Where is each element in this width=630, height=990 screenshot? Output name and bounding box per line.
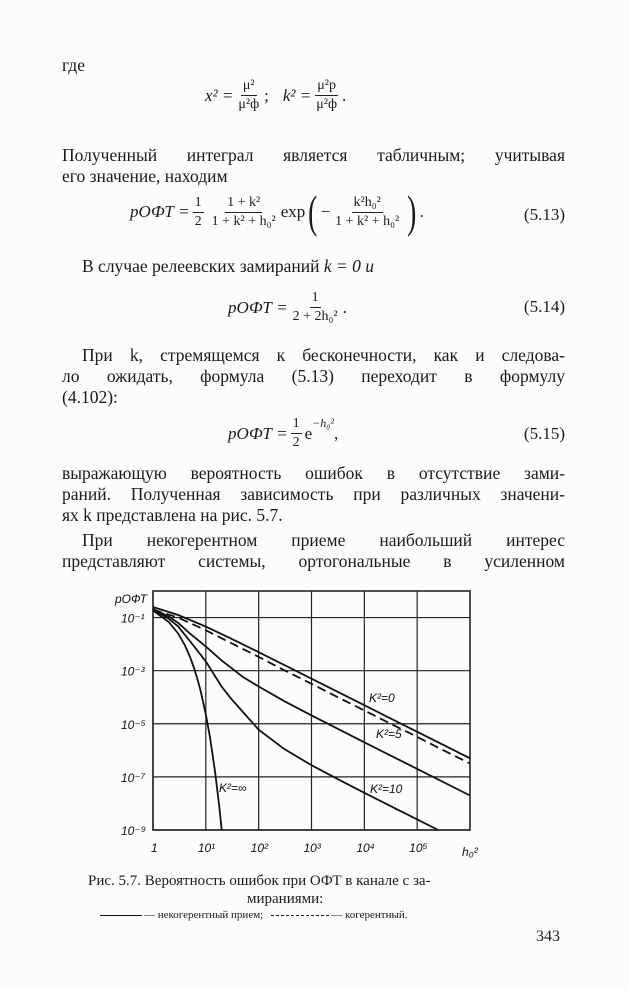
fraction: k²h₀² 1 + k² + h₀² [333,195,401,230]
x-tick-label: 10¹ [198,841,215,855]
curve-label: K²=10 [370,782,403,796]
paren: ( [308,186,318,237]
denominator: 2 [194,213,202,229]
x-tick-label: 10³ [304,841,322,855]
y-tick-label: 10⁻¹ [121,612,145,626]
exp: exp [280,202,306,221]
paragraph-line: (4.102): [62,387,118,407]
legend-solid-swatch [100,914,142,916]
numerator: μ² [240,78,257,96]
fraction: μ² μ²ф [236,78,261,113]
paragraph-line: представляют системы, ортогональные в ус… [62,551,565,571]
x-tick-label: 10² [251,841,269,855]
separator: ; [264,85,269,105]
eq-lhs: pОФТ = [228,423,288,443]
text-where: где [62,55,85,75]
legend-solid-label: — некогерентный прием; [144,909,264,921]
paragraph-line: Полученный интеграл является табличным; … [62,145,565,165]
period: . [342,297,347,317]
numerator: k²h₀² [351,195,383,213]
error-probability-chart: 1 10¹ 10² 10³ 10⁴ 10⁵ 10⁻¹ 10⁻³ 10⁻⁵ 10⁻⁷ 10⁻⁹ pОФТ… [114,590,479,859]
fraction: 1 + k² 1 + k² + h₀² [210,195,278,230]
series-line-K5 [152,608,471,797]
paragraph-line: ях k представлена на рис. 5.7. [62,505,283,525]
paragraph-line: При k, стремящемся к бесконечности, как … [82,345,565,365]
y-tick-label: 10⁻⁷ [121,771,146,785]
denominator: 1 + k² + h₀² [211,213,276,229]
denominator: μ²ф [316,97,338,112]
equation-number: (5.14) [523,297,565,316]
equation-number: (5.13) [523,205,565,224]
legend-dashed-label: — когерентный. [331,909,408,921]
paren: ) [407,186,417,237]
legend-dashed-swatch [271,914,330,916]
series-line-K [152,609,223,831]
eq-lhs: x² = [205,85,234,105]
paragraph-line: ло ожидать, формула (5.13) переходит в ф… [62,366,565,386]
curve-label: K²=0 [369,691,395,705]
denominator: 2 [292,435,300,450]
paragraph-line: раний. Полученная зависимость при различ… [62,484,565,504]
x-tick-label: 10⁴ [356,841,375,855]
series-line-K0 [152,606,471,760]
paragraph-line: В случае релеевских замираний k = 0 и [82,256,585,277]
minus: − [320,202,331,221]
y-tick-label: 10⁻³ [121,665,146,679]
denominator: μ²ф [238,97,260,112]
numerator: 1 [309,290,321,308]
denominator: 1 + k² + h₀² [335,213,400,229]
eq-lhs: pОФТ = [130,202,190,221]
text: В случае релеевских замираний [82,256,320,276]
text: k = 0 и [323,256,375,276]
x-axis-label: h₀² [462,845,479,859]
numerator: 1 [192,195,204,213]
x-tick-label: 10⁵ [409,841,427,855]
denominator: 2 + 2h₀² [292,309,338,324]
equation-number: (5.15) [523,424,565,443]
figure-legend: — некогерентный прием; — когерентный. [100,909,408,921]
equation-definitions: x² = μ² μ²ф ; k² = μ²р μ²ф . [205,78,346,113]
period: . [342,85,347,105]
y-tick-label: 10⁻⁹ [121,824,146,838]
paragraph-line: выражающую вероятность ошибок в отсутств… [62,463,565,483]
paragraph-line: При некогерентном приеме наибольший инте… [82,530,565,550]
page-number: 343 [536,928,560,945]
eq-lhs: k² = [282,85,312,105]
numerator: 1 + k² [225,195,263,213]
y-axis-label: pОФТ [114,592,149,606]
series-line-K10 [152,608,439,831]
x-tick-label: 1 [151,841,158,855]
exponent: −h₀² [312,416,335,430]
curve-label: K²=∞ [219,781,247,795]
eq-lhs: pОФТ = [228,297,288,317]
period: . [419,202,424,221]
figure-caption: Рис. 5.7. Вероятность ошибок при ОФТ в к… [88,873,431,889]
series-line-dashed [152,608,471,765]
curve-label: K²=5 [376,727,402,741]
numerator: μ²р [315,78,338,96]
fraction: μ²р μ²ф [314,78,339,113]
paragraph-line: его значение, находим [62,166,228,186]
y-tick-label: 10⁻⁵ [121,718,146,732]
numerator: 1 [290,416,302,434]
figure-caption: мираниями: [247,891,324,907]
exp-base: e [304,423,313,443]
comma: , [334,423,339,443]
